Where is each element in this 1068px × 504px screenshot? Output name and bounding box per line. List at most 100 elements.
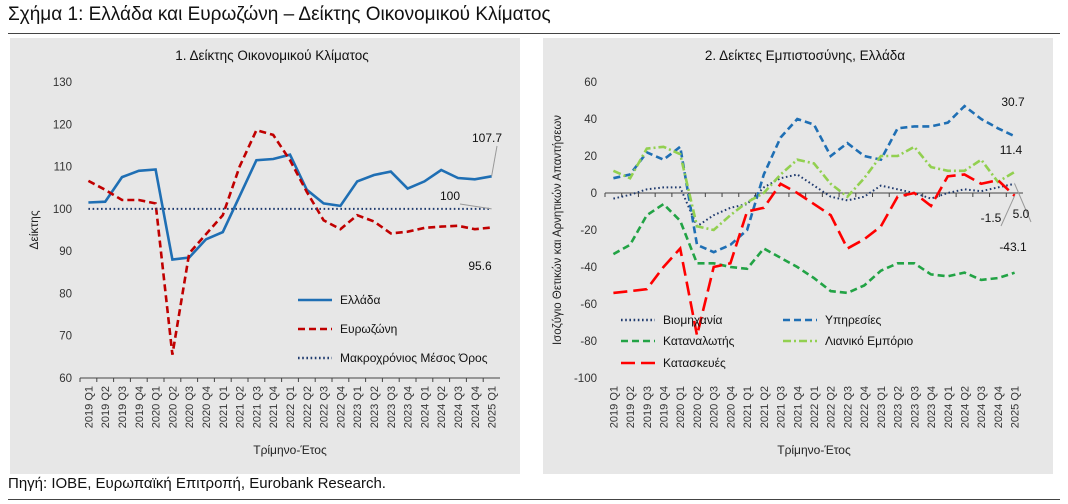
source-rule [8, 499, 1060, 500]
legend-label: Καταναλωτής [663, 334, 735, 348]
x-tick-label: 2019 Q1 [608, 386, 620, 428]
x-tick-label: 2021 Q1 [742, 386, 754, 428]
x-tick-label: 2024 Q1 [943, 386, 955, 428]
x-tick-label: 2024 Q4 [470, 386, 482, 428]
legend-label: Υπηρεσίες [825, 313, 882, 327]
x-tick-label: 2023 Q4 [926, 386, 938, 428]
x-tick-label: 2023 Q3 [386, 386, 398, 428]
y-tick-label: 60 [584, 77, 597, 89]
y-tick-label: -60 [580, 299, 597, 311]
annotation-label: -1.5 [981, 211, 1002, 225]
annotation-leader [491, 145, 498, 177]
y-tick-label: -80 [580, 336, 597, 348]
x-tick-label: 2020 Q2 [692, 386, 704, 428]
x-tick-label: 2022 Q2 [302, 386, 314, 428]
chart-title: 2. Δείκτες Εμπιστοσύνης, Ελλάδα [705, 48, 905, 63]
x-tick-label: 2024 Q2 [959, 386, 971, 428]
legend-label: Κατασκευές [663, 356, 726, 370]
series-line-καταναλωτής [612, 202, 1015, 295]
x-tick-label: 2019 Q3 [117, 386, 129, 428]
x-tick-label: 2023 Q3 [909, 386, 921, 428]
x-tick-label: 2023 Q4 [403, 386, 415, 428]
annotation-label: 107.7 [472, 131, 502, 145]
annotation-label: 5.0 [1013, 207, 1030, 221]
economic-climate-chart: 1. Δείκτης Οικονομικού Κλίματος 60 70 80 90 1… [27, 48, 502, 457]
x-tick-label: 2024 Q4 [993, 386, 1005, 428]
series-line-ευρωζώνη [87, 128, 492, 355]
x-tick-label: 2022 Q4 [335, 386, 347, 428]
x-tick-label: 2022 Q2 [826, 386, 838, 428]
x-tick-label: 2022 Q3 [319, 386, 331, 428]
confidence-indicators-chart: 2. Δείκτες Εμπιστοσύνης, Ελλάδα -100 -80 -6… [552, 48, 1032, 457]
x-tick-label: 2021 Q2 [759, 386, 771, 428]
x-tick-label: 2020 Q4 [725, 386, 737, 428]
annotation-label: 95.6 [468, 259, 492, 273]
legend-label: Βιομηχανία [663, 313, 723, 327]
annotation-leader [459, 203, 492, 210]
x-tick-label: 2025 Q1 [487, 386, 499, 428]
legend-label: Μακροχρόνιος Μέσος Όρος [340, 351, 488, 365]
y-tick-label: -40 [580, 262, 597, 274]
x-tick-label: 2021 Q1 [218, 386, 230, 428]
x-tick-label: 2020 Q3 [184, 386, 196, 428]
y-tick-label: 20 [584, 151, 597, 163]
y-tick-label: 40 [584, 114, 597, 126]
y-tick-label: 120 [53, 119, 72, 131]
x-tick-label: 2024 Q2 [436, 386, 448, 428]
y-tick-label: 130 [53, 77, 72, 89]
y-tick-label: 60 [59, 373, 72, 385]
x-tick-label: 2019 Q4 [134, 386, 146, 428]
y-tick-label: 80 [59, 288, 72, 300]
annotation-label: -43.1 [999, 240, 1027, 254]
series-line-υπηρεσίες [613, 104, 1016, 254]
x-tick-label: 2019 Q2 [625, 386, 637, 428]
legend-label: Λιανικό Εμπόριο [825, 334, 914, 348]
annotation-label: 30.7 [1001, 95, 1025, 109]
x-tick-label: 2023 Q1 [352, 386, 364, 428]
source-note: Πηγή: IOBE, Ευρωπαϊκή Επιτροπή, Eurobank… [8, 475, 386, 492]
x-tick-label: 2019 Q3 [642, 386, 654, 428]
x-tick-label: 2022 Q3 [842, 386, 854, 428]
x-tick-label: 2023 Q2 [369, 386, 381, 428]
x-axis-title: Τρίμηνο-Έτος [253, 443, 327, 457]
series-line-λιανικό-εμπόριο [612, 145, 1016, 232]
annotation-label: 11.4 [1000, 143, 1023, 157]
annotation-label: 100 [440, 189, 460, 203]
x-tick-label: 2024 Q1 [419, 386, 431, 428]
x-tick-label: 2023 Q1 [876, 386, 888, 428]
x-tick-label: 2019 Q1 [83, 386, 95, 428]
y-tick-label: -20 [580, 225, 597, 237]
x-tick-label: 2020 Q4 [201, 386, 213, 428]
x-tick-label: 2024 Q3 [453, 386, 465, 428]
x-tick-label: 2020 Q1 [675, 386, 687, 428]
x-tick-label: 2019 Q4 [659, 386, 671, 428]
x-axis-title: Τρίμηνο-Έτος [777, 443, 851, 457]
title-rule [8, 33, 1060, 34]
x-tick-label: 2021 Q4 [792, 386, 804, 428]
x-tick-label: 2020 Q3 [709, 386, 721, 428]
x-tick-label: 2021 Q4 [268, 386, 280, 428]
series-line-ελλάδα [88, 153, 492, 262]
legend-label: Ευρωζώνη [340, 322, 397, 336]
x-tick-label: 2022 Q4 [859, 386, 871, 428]
x-tick-label: 2021 Q2 [235, 386, 247, 428]
x-tick-label: 2024 Q3 [976, 386, 988, 428]
series-line-κατασκευές [613, 173, 1016, 336]
y-tick-label: 70 [59, 331, 72, 343]
y-tick-label: -100 [574, 373, 597, 385]
x-tick-label: 2021 Q3 [776, 386, 788, 428]
chart-panel-economic-climate: 1. Δείκτης Οικονομικού Κλίματος 60 70 80 90 1… [10, 38, 520, 474]
x-tick-label: 2021 Q3 [251, 386, 263, 428]
chart-panel-confidence-indicators: 2. Δείκτες Εμπιστοσύνης, Ελλάδα -100 -80 -6… [543, 38, 1053, 474]
y-tick-label: 100 [53, 204, 72, 216]
y-axis-title: Δείκτης [27, 210, 41, 249]
annotation-leader [1000, 195, 1016, 227]
y-tick-label: 90 [59, 246, 72, 258]
y-tick-label: 110 [54, 162, 72, 174]
legend-label: Ελλάδα [340, 293, 380, 307]
x-tick-label: 2022 Q1 [809, 386, 821, 428]
x-tick-label: 2022 Q1 [285, 386, 297, 428]
series-line-βιομηχανία [613, 173, 1015, 228]
x-tick-label: 2025 Q1 [1010, 386, 1022, 428]
y-tick-label: 0 [591, 188, 597, 200]
